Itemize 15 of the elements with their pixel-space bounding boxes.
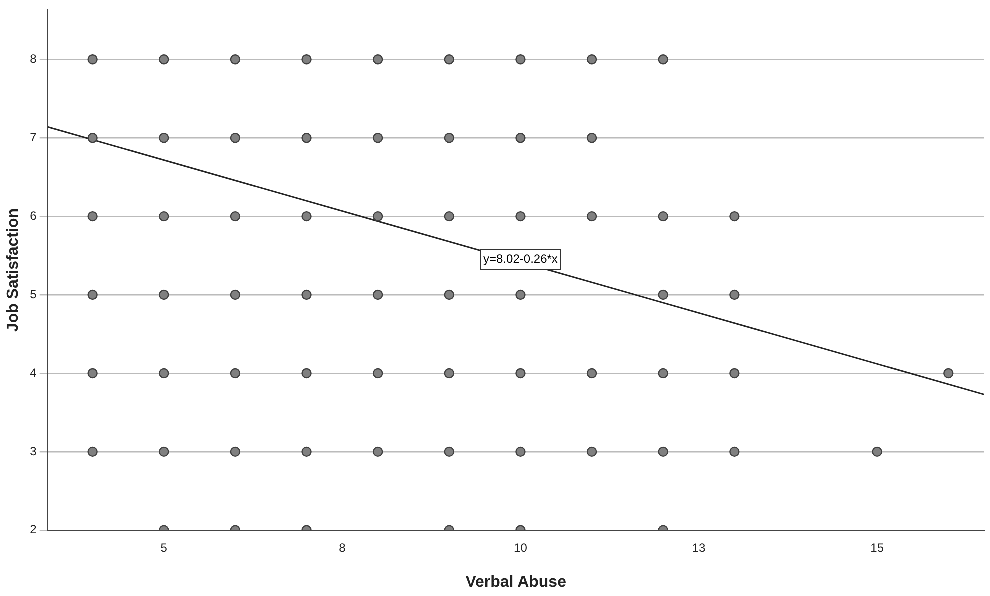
x-tick-label: 8 (339, 540, 346, 555)
x-tick-label: 10 (514, 540, 528, 555)
x-tick-label: 13 (692, 540, 706, 555)
y-tick-label: 8 (30, 52, 38, 66)
y-tick-label: 3 (30, 444, 38, 458)
y-tick-label: 6 (30, 208, 38, 223)
y-axis-title: Job Satisfaction (5, 208, 22, 332)
y-tick-label: 7 (30, 130, 38, 144)
y-tick-label: 5 (30, 287, 38, 302)
x-tick-label: 15 (870, 540, 884, 555)
y-tick-label: 2 (30, 522, 38, 537)
x-axis-title: Verbal Abuse (466, 574, 567, 591)
annotation: y=8.02-0.26*x (484, 252, 558, 266)
y-tick-label: 4 (30, 366, 38, 380)
x-tick-label: 5 (160, 540, 168, 555)
